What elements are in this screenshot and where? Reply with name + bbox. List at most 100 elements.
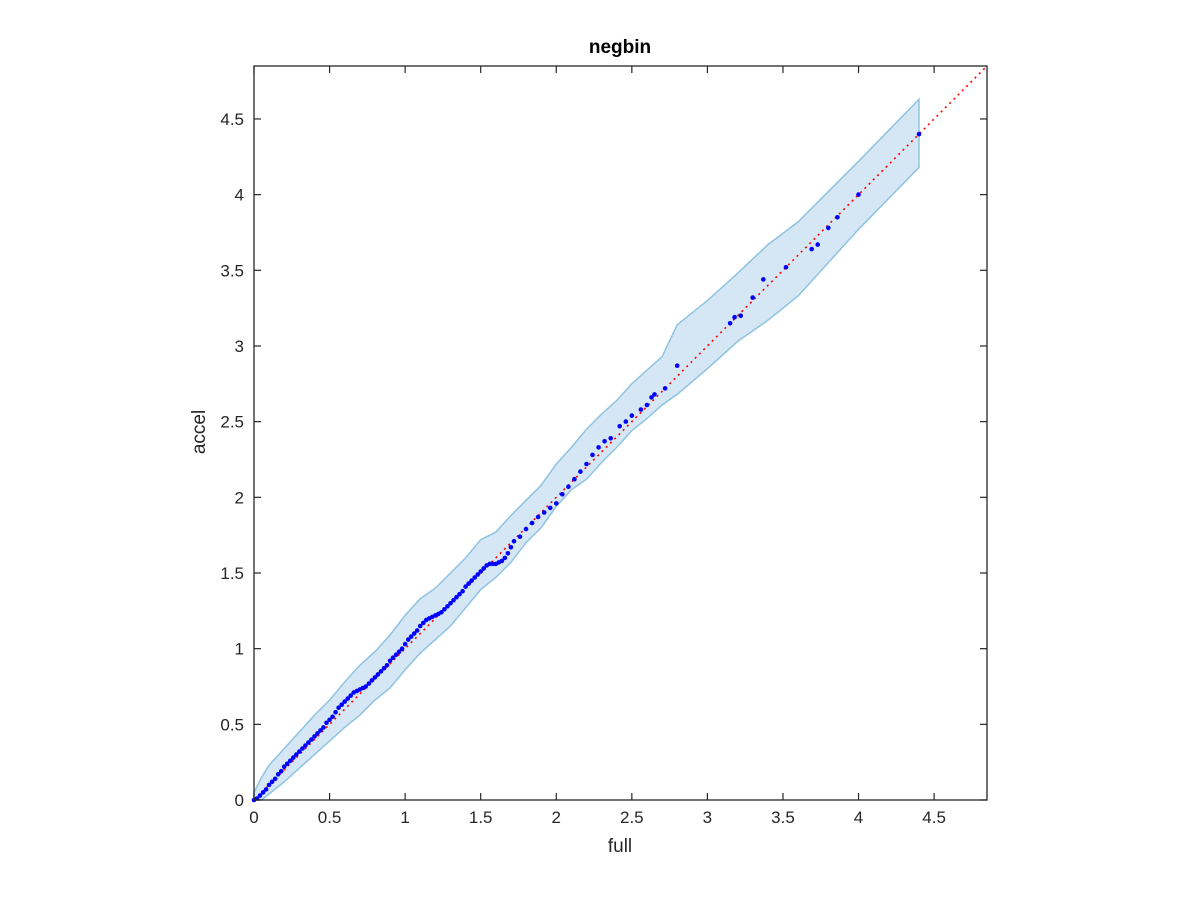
data-point [372,675,378,680]
data-point [411,631,417,636]
data-point [417,623,423,629]
data-point [303,743,308,748]
x-tick-label: 1.5 [469,808,493,827]
axes-box [253,65,988,801]
data-point [652,392,657,397]
data-point [405,637,411,642]
data-point [294,752,299,757]
data-point [463,584,468,589]
data-point [315,731,320,736]
data-point [475,572,481,577]
data-point [448,601,453,606]
data-point [572,476,577,482]
data-point [330,714,335,720]
data-point [402,641,408,647]
x-tick-label: 0 [249,808,258,827]
y-tick-label: 3 [235,337,244,356]
data-point [333,709,338,715]
data-point [381,666,387,671]
x-tick-label: 3 [703,808,712,827]
data-point [478,569,484,574]
data-point [617,423,622,429]
data-point [457,591,462,597]
data-point [366,681,372,686]
data-point [454,594,459,600]
data-point [278,768,284,774]
plot-area [251,65,988,803]
x-tick-label: 1 [400,808,409,827]
data-point [535,514,541,520]
data-point [421,620,426,626]
data-point [378,669,384,674]
data-point [439,610,444,615]
data-point [566,484,571,490]
x-tick-label: 4 [854,808,863,827]
y-tick-label: 3.5 [220,261,244,280]
data-point [348,693,354,698]
data-point [466,581,471,586]
data-point [375,672,381,677]
data-point [732,314,737,320]
data-point [596,445,601,450]
data-point [826,225,831,231]
data-point [750,295,755,300]
data-point [257,793,263,798]
data-point [649,395,654,400]
data-point [738,313,743,319]
data-point [638,407,644,412]
y-tick-label: 4 [235,186,244,205]
chart-title: negbin [589,37,651,58]
data-point [263,787,269,792]
data-point [541,510,547,515]
data-point [460,588,465,594]
data-point [414,628,420,633]
data-point [318,728,323,733]
data-point [327,717,332,723]
x-tick-label: 4.5 [922,808,946,827]
data-point [390,655,396,660]
data-point [815,242,820,247]
data-point [312,734,317,739]
data-point [644,402,650,408]
data-point [342,699,348,704]
data-point [511,538,517,544]
data-point [674,363,680,369]
data-point [300,746,305,751]
data-point [578,469,583,474]
reference-line [253,65,988,801]
data-point [761,277,766,282]
y-tick-label: 4.5 [220,110,244,129]
x-tick-label: 2.5 [620,808,644,827]
data-point [499,558,505,564]
data-point [602,439,607,444]
data-point [309,737,314,742]
data-point [529,520,535,526]
data-point [505,551,511,556]
data-point [284,761,290,766]
data-point [554,501,559,506]
data-point [623,419,629,424]
data-point [916,131,922,137]
y-tick-label: 0 [235,791,244,810]
y-tick-label: 0.5 [220,715,244,734]
y-tick-label: 2 [235,488,244,507]
data-point [321,725,326,730]
data-point [508,545,514,550]
data-point [384,663,390,668]
data-point [297,749,302,754]
data-points [251,131,922,803]
data-point [336,705,341,710]
data-point [517,534,523,539]
x-tick-label: 2 [552,808,561,827]
data-point [451,597,456,603]
data-point [281,764,287,769]
data-point [363,684,369,689]
data-point [481,566,487,571]
data-point [502,555,508,561]
data-point [584,461,589,467]
data-point [783,265,789,270]
data-point [306,740,311,745]
y-axis: 0 0.5 1 1.5 2 2.5 3 3.5 4 4.5 [220,110,987,810]
data-point [339,702,345,707]
